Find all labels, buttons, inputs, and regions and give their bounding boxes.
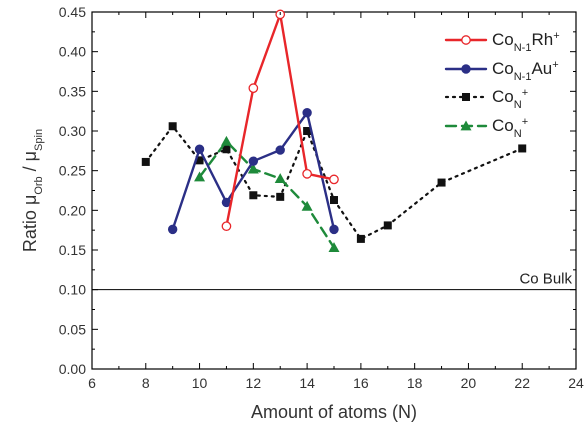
legend-label: CoN+	[492, 116, 528, 140]
x-tick-label: 24	[568, 375, 584, 391]
data-point	[167, 224, 178, 235]
legend-marker	[462, 93, 470, 101]
series-line	[144, 125, 524, 240]
data-point	[276, 192, 285, 201]
y-axis-title-sub-orb: Orb	[33, 176, 45, 194]
legend-label-sup: +	[522, 116, 528, 128]
data-point	[328, 242, 340, 253]
data-point	[247, 163, 259, 174]
series-3	[194, 135, 340, 253]
y-tick-label: 0.20	[59, 202, 86, 218]
data-point	[437, 178, 446, 187]
legend-label: CoN-1Au+	[492, 59, 559, 83]
legend-label-sup: +	[553, 30, 559, 42]
legend-label-sub: N	[514, 99, 522, 111]
y-tick-label: 0.25	[59, 163, 86, 179]
reference-layer: Co Bulk	[92, 271, 576, 291]
legend-label-tail: Rh	[531, 30, 553, 49]
y-tick-label: 0.15	[59, 242, 86, 258]
co-bulk-label: Co Bulk	[519, 271, 572, 288]
legend-item: CoN-1Rh+	[444, 30, 560, 54]
data-point	[168, 122, 177, 131]
data-point	[195, 156, 204, 165]
data-point	[274, 173, 286, 183]
legend-label-sub: N	[514, 128, 522, 140]
data-point	[329, 174, 339, 185]
x-tick-label: 14	[299, 375, 315, 391]
data-point	[248, 156, 259, 166]
data-point	[302, 168, 312, 179]
x-tick-label: 6	[88, 375, 96, 391]
legend-label-tail: Au	[531, 59, 552, 78]
data-point	[221, 221, 232, 232]
series-layer	[141, 9, 527, 253]
y-tick-label: 0.30	[59, 123, 86, 139]
y-tick-label: 0.00	[59, 361, 86, 377]
x-tick-label: 10	[192, 375, 208, 391]
data-point	[275, 145, 285, 155]
y-tick-label: 0.05	[59, 321, 86, 337]
legend-label: CoN-1Rh+	[492, 30, 560, 54]
data-point	[302, 108, 312, 118]
data-point	[518, 144, 527, 153]
x-tick-label: 16	[353, 375, 369, 391]
legend-label-sub: N-1	[514, 71, 532, 83]
y-tick-label: 0.45	[59, 4, 86, 20]
y-axis-title-mid: / μ	[20, 151, 40, 176]
x-tick-label: 18	[407, 375, 423, 391]
legend-marker	[461, 35, 471, 45]
x-tick-label: 20	[461, 375, 477, 391]
legend-label-base: Co	[492, 87, 514, 106]
legend-label: CoN+	[492, 87, 528, 111]
x-tick-label: 8	[142, 375, 150, 391]
legend-item: CoN-1Au+	[444, 59, 559, 83]
legend-label-base: Co	[492, 116, 514, 135]
y-axis-title-sub-spin: Spin	[33, 129, 45, 151]
legend-marker	[461, 64, 471, 74]
y-tick-label: 0.10	[59, 282, 86, 298]
series-1	[167, 108, 339, 235]
data-point	[356, 234, 365, 243]
data-point	[220, 135, 232, 146]
series-line	[198, 140, 336, 249]
legend-marker	[460, 120, 472, 131]
legend-label-sup: +	[552, 59, 558, 71]
data-point	[303, 127, 312, 135]
legend-label-sub: N-1	[514, 42, 532, 54]
legend-label-base: Co	[492, 30, 514, 49]
legend-item: CoN+	[444, 116, 528, 140]
data-point	[222, 145, 231, 154]
data-point	[383, 221, 392, 230]
legend: CoN-1Rh+CoN-1Au+CoN+CoN+	[444, 30, 560, 140]
y-tick-label: 0.40	[59, 44, 86, 60]
data-point	[301, 200, 313, 211]
y-axis-title: Ratio μOrb / μSpin	[20, 129, 45, 252]
x-tick-label: 12	[246, 375, 262, 391]
series-2	[141, 122, 527, 243]
axis-layer: 6 8 10 12 14 16 18 20 22 24 0.00 0.05 0.10 0.15 0.20 0.…	[59, 4, 584, 391]
x-tick-label: 22	[514, 375, 530, 391]
data-point	[329, 224, 339, 235]
data-point	[248, 83, 259, 94]
data-point	[194, 144, 205, 154]
data-point	[141, 157, 150, 166]
y-axis-title-base: Ratio μ	[20, 195, 40, 252]
data-point	[249, 191, 258, 200]
legend-label-base: Co	[492, 59, 514, 78]
data-point	[194, 171, 206, 182]
data-point	[330, 196, 338, 205]
y-tick-label: 0.35	[59, 83, 86, 99]
legend-item: CoN+	[444, 87, 528, 111]
legend-label-sup: +	[522, 87, 528, 99]
x-axis-title: Amount of atoms (N)	[251, 402, 417, 422]
